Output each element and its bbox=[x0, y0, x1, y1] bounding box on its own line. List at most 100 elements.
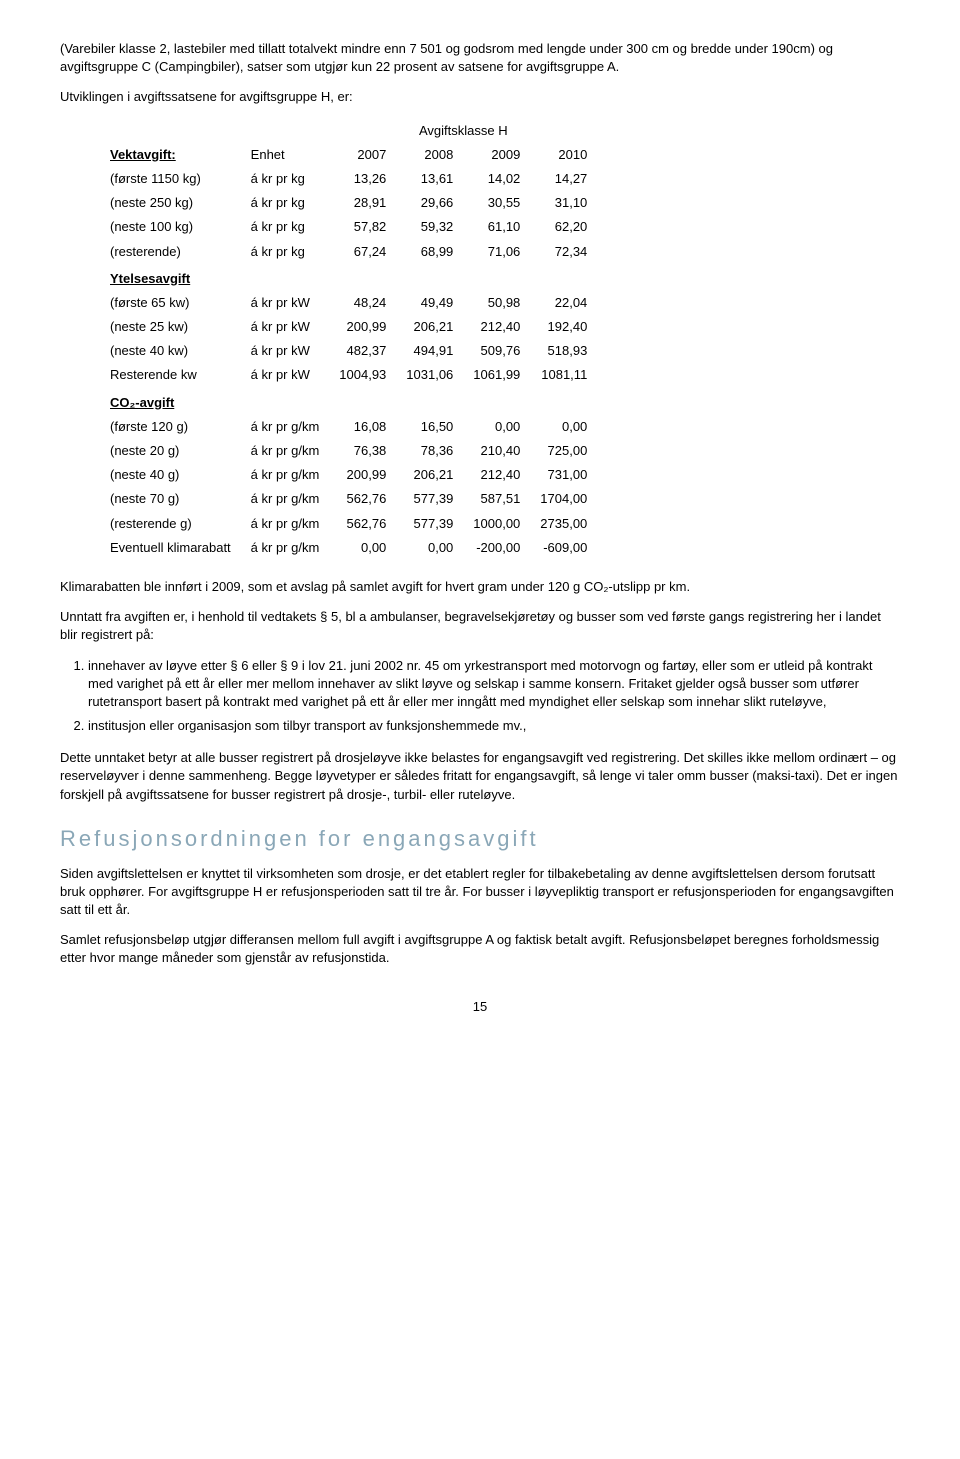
row-label: (resterende g) bbox=[100, 512, 241, 536]
row-value: 562,76 bbox=[329, 512, 396, 536]
row-value: 200,99 bbox=[329, 315, 396, 339]
table-row: (første 65 kw)á kr pr kW48,2449,4950,982… bbox=[100, 291, 597, 315]
row-value: 14,02 bbox=[463, 167, 530, 191]
row-value: 2735,00 bbox=[530, 512, 597, 536]
table-row: (første 120 g)á kr pr g/km16,0816,500,00… bbox=[100, 415, 597, 439]
row-unit: á kr pr kW bbox=[241, 339, 330, 363]
col-enhet: Enhet bbox=[241, 143, 330, 167]
row-label: (neste 40 kw) bbox=[100, 339, 241, 363]
row-value: 200,99 bbox=[329, 463, 396, 487]
row-value: 0,00 bbox=[329, 536, 396, 560]
row-label: Resterende kw bbox=[100, 363, 241, 387]
row-unit: á kr pr g/km bbox=[241, 536, 330, 560]
row-value: 61,10 bbox=[463, 215, 530, 239]
row-value: 0,00 bbox=[463, 415, 530, 439]
table-row: (neste 100 kg)á kr pr kg57,8259,3261,106… bbox=[100, 215, 597, 239]
row-value: 31,10 bbox=[530, 191, 597, 215]
row-value: 57,82 bbox=[329, 215, 396, 239]
row-unit: á kr pr kW bbox=[241, 315, 330, 339]
row-value: 28,91 bbox=[329, 191, 396, 215]
row-value: 212,40 bbox=[463, 315, 530, 339]
row-unit: á kr pr g/km bbox=[241, 415, 330, 439]
row-value: 587,51 bbox=[463, 487, 530, 511]
intro-paragraph-1: (Varebiler klasse 2, lastebiler med till… bbox=[60, 40, 900, 76]
row-value: 509,76 bbox=[463, 339, 530, 363]
para-siden: Siden avgiftslettelsen er knyttet til vi… bbox=[60, 865, 900, 920]
row-value: 562,76 bbox=[329, 487, 396, 511]
table-row: (resterende g)á kr pr g/km562,76577,3910… bbox=[100, 512, 597, 536]
row-value: 14,27 bbox=[530, 167, 597, 191]
col-2008: 2008 bbox=[396, 143, 463, 167]
row-label: (neste 25 kw) bbox=[100, 315, 241, 339]
row-value: 212,40 bbox=[463, 463, 530, 487]
row-value: 206,21 bbox=[396, 315, 463, 339]
row-unit: á kr pr kg bbox=[241, 215, 330, 239]
table-row: (neste 25 kw)á kr pr kW200,99206,21212,4… bbox=[100, 315, 597, 339]
row-value: 0,00 bbox=[396, 536, 463, 560]
row-value: 50,98 bbox=[463, 291, 530, 315]
row-value: 206,21 bbox=[396, 463, 463, 487]
row-value: 62,20 bbox=[530, 215, 597, 239]
row-value: 210,40 bbox=[463, 439, 530, 463]
col-2009: 2009 bbox=[463, 143, 530, 167]
table-row: (neste 250 kg)á kr pr kg28,9129,6630,553… bbox=[100, 191, 597, 215]
row-label: (første 120 g) bbox=[100, 415, 241, 439]
row-unit: á kr pr kg bbox=[241, 191, 330, 215]
row-value: 72,34 bbox=[530, 240, 597, 264]
row-value: 577,39 bbox=[396, 512, 463, 536]
row-value: 577,39 bbox=[396, 487, 463, 511]
section-title-refusjon: Refusjonsordningen for engangsavgift bbox=[60, 824, 900, 855]
row-value: 1031,06 bbox=[396, 363, 463, 387]
para-unntatt: Unntatt fra avgiften er, i henhold til v… bbox=[60, 608, 900, 644]
row-value: 482,37 bbox=[329, 339, 396, 363]
row-value: 518,93 bbox=[530, 339, 597, 363]
table-row: (første 1150 kg)á kr pr kg13,2613,6114,0… bbox=[100, 167, 597, 191]
row-value: 1000,00 bbox=[463, 512, 530, 536]
row-value: 192,40 bbox=[530, 315, 597, 339]
table-superheader: Avgiftsklasse H bbox=[329, 119, 597, 143]
row-label: (neste 70 g) bbox=[100, 487, 241, 511]
para-samlet: Samlet refusjonsbeløp utgjør differansen… bbox=[60, 931, 900, 967]
row-value: 494,91 bbox=[396, 339, 463, 363]
row-value: 30,55 bbox=[463, 191, 530, 215]
table-row: (neste 40 g)á kr pr g/km200,99206,21212,… bbox=[100, 463, 597, 487]
row-value: 13,26 bbox=[329, 167, 396, 191]
row-value: 1704,00 bbox=[530, 487, 597, 511]
row-value: 16,50 bbox=[396, 415, 463, 439]
row-value: -609,00 bbox=[530, 536, 597, 560]
row-value: 29,66 bbox=[396, 191, 463, 215]
group-ytelsesavgift: Ytelsesavgift bbox=[100, 264, 597, 291]
row-value: 1061,99 bbox=[463, 363, 530, 387]
row-unit: á kr pr kg bbox=[241, 240, 330, 264]
row-unit: á kr pr g/km bbox=[241, 463, 330, 487]
table-row: (neste 20 g)á kr pr g/km76,3878,36210,40… bbox=[100, 439, 597, 463]
list-item-2: institusjon eller organisasjon som tilby… bbox=[88, 717, 900, 735]
table-row: (neste 70 g)á kr pr g/km562,76577,39587,… bbox=[100, 487, 597, 511]
table-row: (resterende)á kr pr kg67,2468,9971,0672,… bbox=[100, 240, 597, 264]
table-row: Resterende kwá kr pr kW1004,931031,06106… bbox=[100, 363, 597, 387]
row-value: 0,00 bbox=[530, 415, 597, 439]
row-value: 22,04 bbox=[530, 291, 597, 315]
row-value: 1004,93 bbox=[329, 363, 396, 387]
row-unit: á kr pr kW bbox=[241, 291, 330, 315]
row-label: (neste 100 kg) bbox=[100, 215, 241, 239]
row-value: 48,24 bbox=[329, 291, 396, 315]
para-klimarabatt: Klimarabatten ble innført i 2009, som et… bbox=[60, 578, 900, 596]
row-unit: á kr pr kW bbox=[241, 363, 330, 387]
para-dette-unntaket: Dette unntaket betyr at alle busser regi… bbox=[60, 749, 900, 804]
row-value: 59,32 bbox=[396, 215, 463, 239]
table-row: (neste 40 kw)á kr pr kW482,37494,91509,7… bbox=[100, 339, 597, 363]
row-unit: á kr pr g/km bbox=[241, 487, 330, 511]
row-label: (neste 20 g) bbox=[100, 439, 241, 463]
row-label: (neste 40 g) bbox=[100, 463, 241, 487]
row-value: 725,00 bbox=[530, 439, 597, 463]
row-value: 71,06 bbox=[463, 240, 530, 264]
row-value: -200,00 bbox=[463, 536, 530, 560]
group-co2: CO₂-avgift bbox=[100, 388, 597, 415]
row-value: 68,99 bbox=[396, 240, 463, 264]
page-number: 15 bbox=[60, 998, 900, 1016]
row-unit: á kr pr g/km bbox=[241, 439, 330, 463]
row-unit: á kr pr kg bbox=[241, 167, 330, 191]
row-unit: á kr pr g/km bbox=[241, 512, 330, 536]
row-value: 13,61 bbox=[396, 167, 463, 191]
